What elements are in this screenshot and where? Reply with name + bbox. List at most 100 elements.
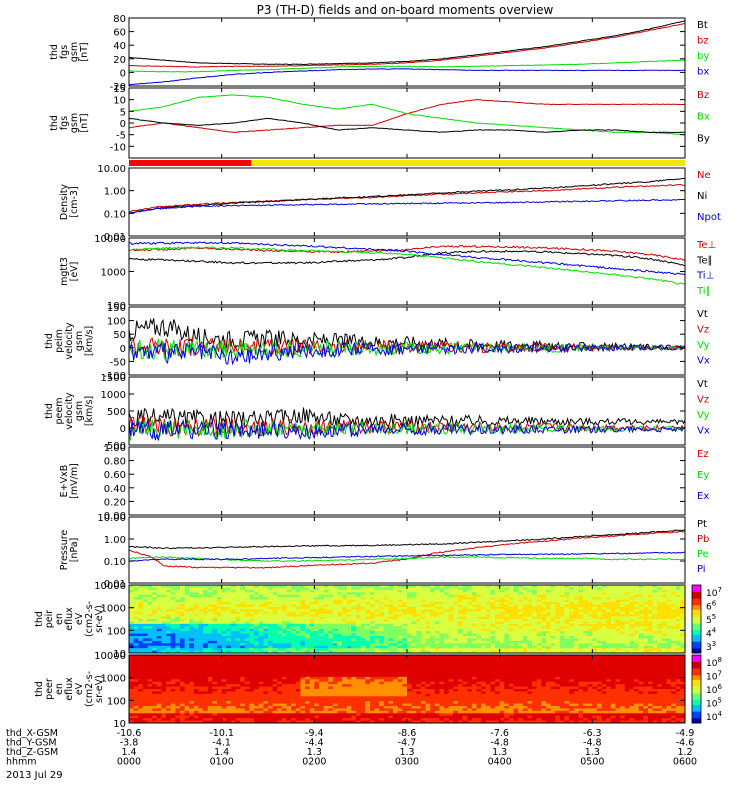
y-tick-label: 0.01 xyxy=(104,579,126,590)
spectrogram-cell xyxy=(203,672,209,675)
spectrogram-cell xyxy=(578,636,584,639)
spectrogram-cell xyxy=(629,645,635,649)
spectrogram-cell xyxy=(300,667,306,670)
spectrogram-cell xyxy=(129,672,135,675)
spectrogram-cell xyxy=(198,606,204,610)
colorbar-step xyxy=(692,648,701,652)
spectrogram-cell xyxy=(513,616,519,620)
spectrogram-cell xyxy=(444,631,450,634)
spectrogram-cell xyxy=(652,611,658,615)
spectrogram-cell xyxy=(179,587,185,591)
spectrogram-cell xyxy=(156,633,162,637)
spectrogram-cell xyxy=(675,628,681,632)
spectrogram-cell xyxy=(129,684,135,687)
spectrogram-cell xyxy=(170,674,176,678)
spectrogram-cell xyxy=(198,681,204,685)
spectrogram-cell xyxy=(610,616,616,620)
spectrogram-cell xyxy=(268,706,274,709)
spectrogram-cell xyxy=(559,643,565,647)
spectrogram-cell xyxy=(453,589,459,593)
spectrogram-cell xyxy=(634,648,640,651)
spectrogram-cell xyxy=(601,621,607,625)
spectrogram-cell xyxy=(318,669,324,673)
spectrogram-cell xyxy=(425,592,431,596)
spectrogram-cell xyxy=(657,650,663,654)
spectrogram-cell xyxy=(244,669,250,673)
colorbar-tick-exponent: 4 xyxy=(712,627,717,635)
spectrogram-cell xyxy=(643,645,649,649)
spectrogram-cell xyxy=(365,604,371,608)
spectrogram-cell xyxy=(203,599,209,603)
spectrogram-cell xyxy=(156,696,162,700)
spectrogram-cell xyxy=(217,698,223,702)
spectrogram-cell xyxy=(291,655,297,658)
spectrogram-cell xyxy=(291,684,297,687)
spectrogram-cell xyxy=(268,609,274,613)
spectrogram-cell xyxy=(615,614,621,617)
spectrogram-cell xyxy=(508,631,514,634)
spectrogram-cell xyxy=(138,708,144,712)
spectrogram-cell xyxy=(268,674,274,678)
spectrogram-cell xyxy=(286,616,292,620)
spectrogram-cell xyxy=(314,713,320,717)
spectrogram-cell xyxy=(198,616,204,620)
spectrogram-cell xyxy=(397,631,403,634)
spectrogram-cell xyxy=(156,720,162,724)
spectrogram-cell xyxy=(189,606,195,610)
spectrogram-cell xyxy=(305,602,311,605)
spectrogram-cell xyxy=(170,715,176,719)
spectrogram-cell xyxy=(166,703,172,707)
colorbar-step xyxy=(692,600,701,604)
spectrogram-cell xyxy=(680,611,686,615)
spectrogram-cell xyxy=(240,679,246,683)
spectrogram-cell xyxy=(184,720,190,724)
spectrogram-cell xyxy=(161,619,167,622)
spectrogram-cell xyxy=(138,691,144,695)
spectrogram-cell xyxy=(541,636,547,639)
spectrogram-cell xyxy=(184,614,190,617)
spectrogram-cell xyxy=(323,609,329,613)
spectrogram-cell xyxy=(300,640,306,644)
spectrogram-cell xyxy=(277,599,283,603)
spectrogram-cell xyxy=(457,614,463,617)
spectrogram-cell xyxy=(351,589,357,593)
spectrogram-cell xyxy=(393,619,399,622)
spectrogram-cell xyxy=(258,587,264,591)
spectrogram-cell xyxy=(305,674,311,678)
spectrogram-cell xyxy=(620,623,626,627)
spectrogram-cell xyxy=(634,604,640,608)
spectrogram-cell xyxy=(166,631,172,634)
spectrogram-cell xyxy=(356,648,362,651)
spectrogram-cell xyxy=(314,686,320,690)
spectrogram-cell xyxy=(212,619,218,622)
spectrogram-cell xyxy=(518,648,524,651)
spectrogram-cell xyxy=(318,592,324,596)
spectrogram-cell xyxy=(166,614,172,617)
spectrogram-cell xyxy=(647,626,653,630)
spectrogram-cell xyxy=(629,587,635,591)
spectrogram-cell xyxy=(592,606,598,610)
spectrogram-cell xyxy=(546,597,552,600)
spectrogram-cell xyxy=(583,643,589,647)
spectrogram-cell xyxy=(374,616,380,620)
spectrogram-cell xyxy=(268,659,274,663)
spectrogram-cell xyxy=(652,609,658,613)
spectrogram-cell xyxy=(481,638,487,642)
spectrogram-cell xyxy=(624,645,630,649)
spectrogram-cell xyxy=(407,589,413,593)
spectrogram-cell xyxy=(606,604,612,608)
spectrogram-cell xyxy=(624,626,630,630)
spectrogram-cell xyxy=(226,713,232,717)
spectrogram-cell xyxy=(546,606,552,610)
spectrogram-cell xyxy=(295,701,301,704)
legend-vz: Vz xyxy=(697,395,709,406)
spectrogram-cell xyxy=(254,602,260,605)
spectrogram-cell xyxy=(286,628,292,632)
spectrogram-cell xyxy=(156,640,162,644)
spectrogram-cell xyxy=(217,715,223,719)
spectrogram-cell xyxy=(156,657,162,661)
spectrogram-cell xyxy=(346,597,352,600)
spectrogram-cell xyxy=(309,597,315,600)
spectrogram-cell xyxy=(258,708,264,712)
spectrogram-cell xyxy=(217,628,223,632)
